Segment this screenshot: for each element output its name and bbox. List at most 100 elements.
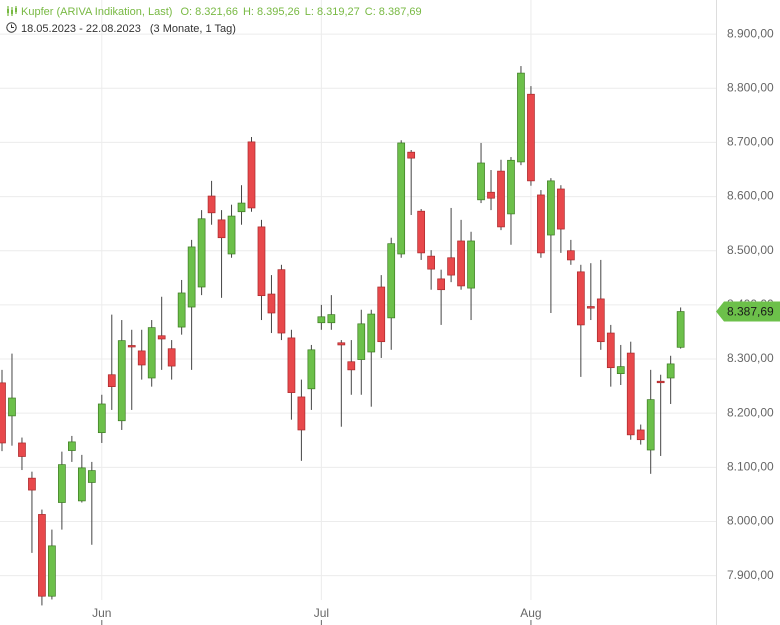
candle-body bbox=[107, 374, 116, 387]
candle-body bbox=[97, 403, 106, 434]
y-tick-label: 8.300,00 bbox=[727, 351, 774, 365]
candle-body bbox=[497, 170, 505, 228]
y-tick-label: 8.200,00 bbox=[727, 405, 774, 419]
ohlc-value: 8.319,27 bbox=[316, 6, 360, 18]
candle-body bbox=[307, 349, 316, 390]
candle-body bbox=[197, 218, 206, 288]
candle-body bbox=[357, 323, 366, 360]
candle-body bbox=[586, 306, 595, 309]
candle-body bbox=[676, 311, 685, 348]
last-price-label: 8.387,69 bbox=[727, 305, 774, 319]
candle-body bbox=[267, 293, 276, 314]
candle-body bbox=[467, 240, 475, 289]
candle-body bbox=[127, 345, 136, 348]
candle-icon bbox=[7, 6, 17, 16]
candle-body bbox=[537, 194, 545, 254]
y-tick-label: 8.900,00 bbox=[727, 26, 774, 40]
candle-body bbox=[0, 382, 6, 444]
candle-body bbox=[87, 470, 96, 483]
candle-body bbox=[517, 72, 525, 163]
candle-body bbox=[616, 366, 625, 374]
ohlc-key: H: bbox=[242, 6, 254, 18]
candle-body bbox=[247, 141, 256, 209]
candle-body bbox=[487, 191, 495, 199]
candle-body bbox=[636, 429, 645, 441]
candle-body bbox=[547, 180, 555, 236]
candle-body bbox=[457, 240, 465, 287]
y-tick-label: 8.700,00 bbox=[727, 135, 774, 149]
candle-body bbox=[387, 243, 396, 319]
candle-body bbox=[576, 271, 585, 326]
candle-body bbox=[137, 350, 146, 366]
y-tick-label: 8.000,00 bbox=[727, 514, 774, 528]
candle-body bbox=[77, 467, 86, 502]
candle-body bbox=[167, 348, 176, 367]
candle-body bbox=[477, 162, 485, 201]
candle-body bbox=[397, 142, 406, 255]
candle-body bbox=[18, 442, 26, 457]
candle-body bbox=[417, 210, 426, 254]
instrument-name: Kupfer (ARIVA Indikation, Last) bbox=[21, 6, 173, 18]
candle-body bbox=[646, 399, 655, 451]
ohlc-value: 8.321,66 bbox=[195, 6, 238, 18]
candle-body bbox=[337, 342, 346, 346]
y-tick-label: 8.500,00 bbox=[727, 243, 774, 257]
x-tick-label: Jun bbox=[92, 606, 111, 620]
y-tick-label: 8.100,00 bbox=[727, 460, 774, 474]
candle-body bbox=[626, 352, 635, 436]
x-tick-label: Jul bbox=[314, 606, 329, 620]
candle-body bbox=[58, 464, 66, 503]
candle-body bbox=[557, 188, 565, 230]
candle-body bbox=[347, 361, 356, 371]
candle-body bbox=[407, 151, 416, 159]
candle-body bbox=[437, 278, 445, 291]
candle-body bbox=[427, 255, 435, 270]
candle-body bbox=[606, 332, 615, 369]
y-tick-label: 8.600,00 bbox=[727, 189, 774, 203]
legend-line: Kupfer (ARIVA Indikation, Last) O: 8.321,… bbox=[6, 6, 427, 18]
candle-body bbox=[527, 93, 535, 182]
candle-body bbox=[567, 250, 575, 261]
candle-body bbox=[507, 159, 515, 215]
candle-body bbox=[227, 215, 236, 255]
candle-body bbox=[317, 316, 326, 324]
candle-body bbox=[297, 396, 306, 431]
candle-body bbox=[8, 397, 16, 417]
candle-body bbox=[207, 195, 216, 214]
range-line: 18.05.2023 - 22.08.2023 (3 Monate, 1 Tag) bbox=[6, 22, 241, 35]
candle-body bbox=[68, 441, 76, 451]
candle-body bbox=[147, 327, 156, 379]
ohlc-key: O: bbox=[180, 6, 193, 18]
y-tick-label: 7.900,00 bbox=[727, 568, 774, 582]
candle-body bbox=[117, 340, 126, 422]
candle-body bbox=[596, 298, 605, 343]
candle-body bbox=[187, 246, 196, 308]
candle-body bbox=[666, 363, 675, 379]
candle-body bbox=[287, 337, 296, 393]
candle-body bbox=[447, 257, 455, 276]
x-tick-label: Aug bbox=[520, 606, 541, 620]
clock-icon bbox=[6, 22, 17, 33]
candle-body bbox=[327, 314, 336, 324]
candle-body bbox=[157, 335, 166, 340]
ohlc-value: 8.395,26 bbox=[256, 6, 300, 18]
candle-body bbox=[48, 545, 56, 597]
candle-body bbox=[217, 219, 226, 239]
ohlc-key: L: bbox=[304, 6, 314, 18]
last-price-badge bbox=[716, 301, 780, 322]
candle-body bbox=[28, 477, 36, 491]
date-range: 18.05.2023 - 22.08.2023 bbox=[21, 23, 141, 35]
ohlc-key: C: bbox=[364, 6, 376, 18]
candle-body bbox=[367, 313, 376, 353]
candle-body bbox=[377, 286, 386, 343]
candle-body bbox=[257, 226, 266, 297]
candle-body bbox=[38, 514, 46, 597]
candle-body bbox=[177, 292, 186, 328]
y-tick-label: 8.800,00 bbox=[727, 80, 774, 94]
candle-body bbox=[277, 269, 286, 334]
candle-body bbox=[237, 202, 246, 213]
ohlc-value: 8.387,69 bbox=[378, 6, 422, 18]
period: (3 Monate, 1 Tag) bbox=[149, 23, 236, 35]
